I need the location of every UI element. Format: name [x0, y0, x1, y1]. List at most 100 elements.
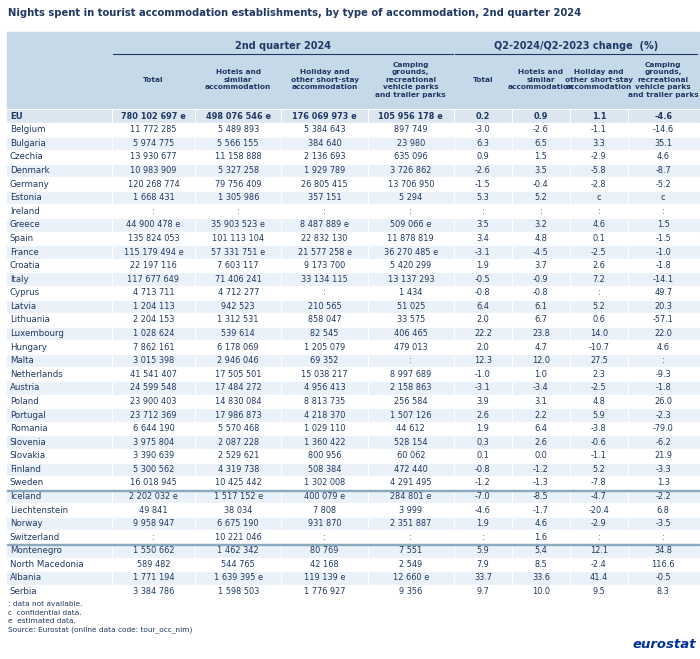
Text: 13 137 293: 13 137 293: [388, 275, 434, 283]
Text: 1.9: 1.9: [477, 424, 489, 433]
Text: 6 178 069: 6 178 069: [218, 343, 259, 352]
Text: 10 425 442: 10 425 442: [215, 478, 262, 488]
Text: -3.0: -3.0: [475, 125, 491, 134]
Text: -5.2: -5.2: [655, 180, 671, 188]
Text: 635 096: 635 096: [394, 152, 428, 161]
Text: -1.2: -1.2: [475, 478, 491, 488]
Text: :: :: [598, 207, 601, 215]
Text: 1 205 079: 1 205 079: [304, 343, 345, 352]
Text: 42 168: 42 168: [310, 560, 339, 569]
Text: 49.7: 49.7: [654, 288, 672, 297]
Text: :: :: [410, 207, 412, 215]
Text: 357 151: 357 151: [308, 193, 342, 202]
Text: -20.4: -20.4: [589, 505, 609, 515]
Text: 22.2: 22.2: [474, 329, 492, 338]
Text: 3.3: 3.3: [592, 139, 606, 148]
Text: 1 929 789: 1 929 789: [304, 166, 345, 175]
Text: 27.5: 27.5: [590, 356, 608, 365]
Text: 4.7: 4.7: [535, 343, 547, 352]
Text: 1 517 152 e: 1 517 152 e: [214, 492, 262, 501]
Text: Switzerland: Switzerland: [10, 532, 60, 542]
Text: 210 565: 210 565: [308, 302, 342, 311]
Text: 406 465: 406 465: [394, 329, 428, 338]
Text: -1.0: -1.0: [475, 370, 491, 379]
Text: 400 079 e: 400 079 e: [304, 492, 345, 501]
Text: 117 677 649: 117 677 649: [127, 275, 179, 283]
Text: 800 956: 800 956: [308, 451, 342, 460]
Text: c: c: [596, 193, 601, 202]
Text: 12 660 e: 12 660 e: [393, 573, 429, 583]
Text: 5.2: 5.2: [535, 193, 547, 202]
Text: :: :: [152, 532, 155, 542]
Text: 1 507 126: 1 507 126: [390, 411, 431, 420]
Text: 15 038 217: 15 038 217: [301, 370, 348, 379]
Text: -0.6: -0.6: [591, 438, 607, 447]
Text: -1.3: -1.3: [533, 478, 549, 488]
Text: 8 997 689: 8 997 689: [390, 370, 431, 379]
Text: Lithuania: Lithuania: [10, 316, 50, 324]
Text: 17 484 272: 17 484 272: [215, 384, 262, 392]
Text: 0.9: 0.9: [533, 111, 548, 121]
Text: 1.9: 1.9: [477, 519, 489, 528]
Text: -0.8: -0.8: [475, 465, 491, 474]
Text: 5.9: 5.9: [592, 411, 606, 420]
Text: 41 541 407: 41 541 407: [130, 370, 177, 379]
Text: 35.1: 35.1: [654, 139, 672, 148]
Text: Total: Total: [473, 76, 494, 83]
Text: -1.5: -1.5: [475, 180, 491, 188]
Text: 2 351 887: 2 351 887: [390, 519, 431, 528]
Text: 135 824 053: 135 824 053: [127, 234, 179, 243]
Text: 4 218 370: 4 218 370: [304, 411, 345, 420]
Text: Iceland: Iceland: [10, 492, 41, 501]
Text: -4.6: -4.6: [654, 111, 672, 121]
Text: 22 197 116: 22 197 116: [130, 261, 177, 270]
Text: 11 772 285: 11 772 285: [130, 125, 176, 134]
Text: -1.1: -1.1: [591, 125, 607, 134]
Text: Cyprus: Cyprus: [10, 288, 40, 297]
Text: 3.7: 3.7: [535, 261, 547, 270]
Text: 9.5: 9.5: [592, 587, 606, 596]
Text: 79 756 409: 79 756 409: [215, 180, 262, 188]
Text: 4 319 738: 4 319 738: [218, 465, 259, 474]
Text: :: :: [410, 356, 412, 365]
Text: 12.1: 12.1: [590, 546, 608, 556]
Text: 2.6: 2.6: [535, 438, 547, 447]
Text: 931 870: 931 870: [308, 519, 342, 528]
Text: 120 268 774: 120 268 774: [127, 180, 179, 188]
Text: Romania: Romania: [10, 424, 48, 433]
Text: 1.5: 1.5: [657, 220, 670, 229]
Text: Slovakia: Slovakia: [10, 451, 46, 460]
Text: :: :: [152, 207, 155, 215]
Text: 0.2: 0.2: [476, 111, 490, 121]
Text: 2.3: 2.3: [592, 370, 606, 379]
Text: 44 612: 44 612: [396, 424, 425, 433]
Text: -5.8: -5.8: [591, 166, 607, 175]
Text: 33 134 115: 33 134 115: [301, 275, 348, 283]
Text: Greece: Greece: [10, 220, 41, 229]
Text: 1 434: 1 434: [399, 288, 423, 297]
Text: Spain: Spain: [10, 234, 34, 243]
Text: -7.0: -7.0: [475, 492, 491, 501]
Text: Italy: Italy: [10, 275, 29, 283]
Text: -3.1: -3.1: [475, 248, 491, 256]
Text: 22 832 130: 22 832 130: [301, 234, 348, 243]
Text: 5 327 258: 5 327 258: [218, 166, 259, 175]
Text: -2.6: -2.6: [475, 166, 491, 175]
Text: 4 291 495: 4 291 495: [390, 478, 431, 488]
Text: 4 713 711: 4 713 711: [132, 288, 174, 297]
Text: 2.6: 2.6: [477, 411, 489, 420]
Text: 1.3: 1.3: [657, 478, 670, 488]
Text: 101 113 104: 101 113 104: [212, 234, 265, 243]
Text: -2.5: -2.5: [591, 384, 607, 392]
Text: 7 862 161: 7 862 161: [132, 343, 174, 352]
Text: -1.2: -1.2: [533, 465, 549, 474]
Text: 44 900 478 e: 44 900 478 e: [126, 220, 181, 229]
Text: 3 384 786: 3 384 786: [133, 587, 174, 596]
Text: 7.9: 7.9: [477, 560, 489, 569]
Text: Ireland: Ireland: [10, 207, 39, 215]
Text: 12.3: 12.3: [474, 356, 492, 365]
Text: c  confidential data.: c confidential data.: [8, 610, 82, 616]
Text: 3 390 639: 3 390 639: [133, 451, 174, 460]
Text: 14.0: 14.0: [590, 329, 608, 338]
Text: -3.1: -3.1: [475, 384, 491, 392]
